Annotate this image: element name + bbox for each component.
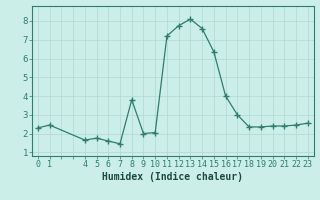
X-axis label: Humidex (Indice chaleur): Humidex (Indice chaleur) <box>102 172 243 182</box>
